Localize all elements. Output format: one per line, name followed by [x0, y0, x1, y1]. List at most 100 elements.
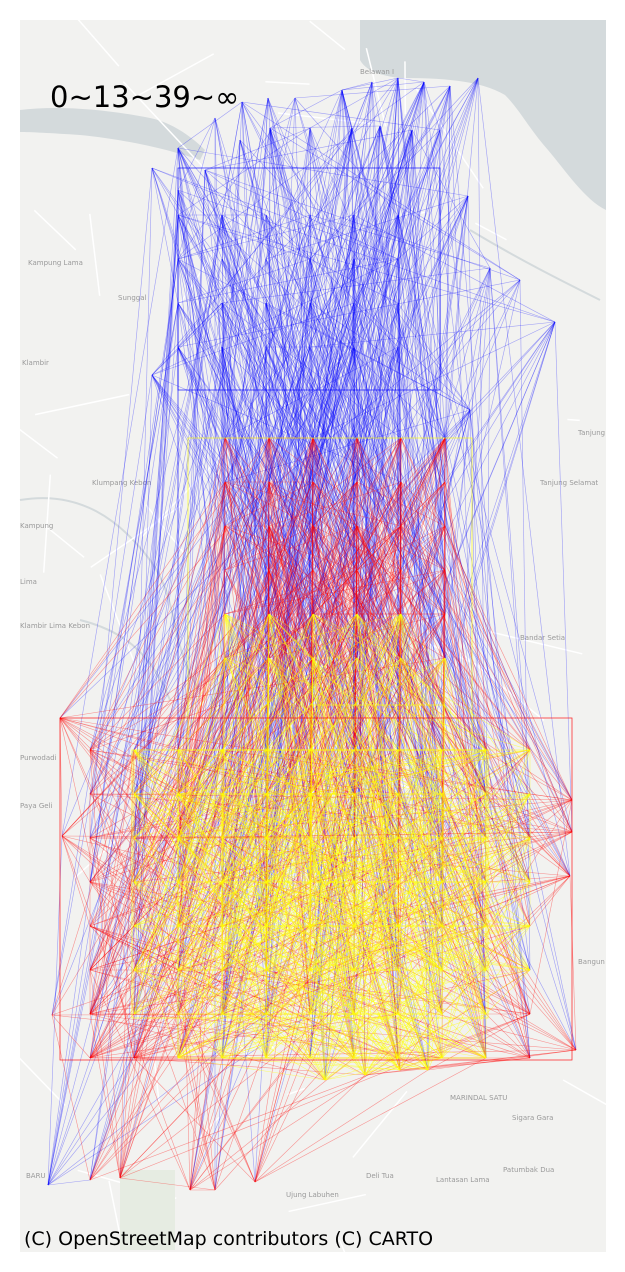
- flow-line: [151, 85, 451, 376]
- flow-line: [269, 127, 446, 659]
- flow-line: [224, 525, 314, 571]
- flow-line: [371, 81, 402, 527]
- flow-line: [353, 302, 399, 348]
- flow-line: [89, 258, 399, 795]
- flow-line: [397, 77, 446, 483]
- flow-line: [177, 925, 311, 971]
- flow-line: [312, 346, 355, 527]
- road-line: [474, 222, 507, 241]
- flow-line: [133, 657, 270, 795]
- flow-line: [151, 167, 270, 571]
- road-line: [460, 652, 545, 721]
- flow-line: [177, 189, 267, 751]
- flow-line: [269, 127, 358, 615]
- flow-line: [177, 169, 206, 795]
- flow-line: [133, 195, 469, 751]
- flow-line: [177, 346, 358, 659]
- flow-line: [353, 925, 531, 971]
- flow-line: [47, 258, 223, 1186]
- flow-line: [312, 195, 469, 527]
- flow-line: [309, 214, 446, 659]
- flow-line: [309, 258, 402, 659]
- flow-line: [265, 409, 471, 751]
- flow-line: [268, 525, 314, 659]
- flow-line: [309, 214, 491, 269]
- road-line: [42, 474, 52, 573]
- flow-line: [224, 569, 446, 615]
- flow-line: [221, 127, 353, 795]
- flow-line: [265, 302, 314, 527]
- flow-line: [397, 258, 487, 839]
- flow-line: [189, 214, 355, 1191]
- flow-line: [268, 481, 311, 839]
- flow-line: [133, 127, 271, 1015]
- flow-line: [312, 437, 443, 751]
- flow-line: [356, 525, 402, 615]
- flow-line: [89, 346, 311, 971]
- flow-line: [51, 1014, 91, 1181]
- flow-line: [309, 214, 399, 751]
- flow-line: [133, 189, 179, 1015]
- flow-line: [268, 127, 353, 483]
- flow-line: [221, 657, 446, 927]
- flow-line: [309, 321, 556, 348]
- flow-line: [177, 346, 402, 659]
- flow-lines-high: [47, 77, 577, 1191]
- flow-line: [312, 481, 573, 801]
- flow-line: [189, 969, 267, 1191]
- flow-line: [133, 613, 402, 839]
- flow-line: [177, 189, 556, 323]
- river-mouth: [20, 107, 205, 160]
- flow-line: [59, 279, 521, 719]
- flow-line: [427, 657, 446, 1071]
- flow-line: [312, 125, 381, 483]
- flow-line: [312, 321, 556, 439]
- flow-line: [221, 214, 314, 571]
- flow-line: [133, 969, 326, 1081]
- flow-line: [89, 657, 226, 839]
- road-line: [313, 566, 392, 613]
- flow-line: [241, 101, 521, 281]
- flow-line: [397, 346, 487, 795]
- flow-line: [400, 195, 469, 571]
- flow-line: [265, 1013, 399, 1059]
- flow-line: [204, 169, 399, 260]
- flow-line: [177, 147, 223, 883]
- flow-line: [411, 129, 491, 269]
- flow-line: [353, 81, 373, 260]
- flow-line: [89, 925, 135, 971]
- flow-line: [265, 302, 311, 839]
- flow-line: [268, 127, 271, 571]
- flow-line: [221, 97, 269, 1015]
- flow-line: [364, 793, 531, 1076]
- road-line: [122, 81, 212, 177]
- flow-line: [268, 525, 446, 615]
- flow-line: [224, 97, 269, 439]
- flow-line: [239, 139, 358, 527]
- flow-line: [309, 881, 326, 1081]
- flow-line: [353, 793, 531, 839]
- flow-line: [221, 837, 399, 883]
- flow-line: [241, 101, 441, 131]
- flow-line: [239, 139, 358, 571]
- flow-line: [356, 437, 487, 1059]
- flow-line: [221, 346, 314, 439]
- flow-line: [265, 214, 355, 751]
- flow-line: [265, 302, 399, 839]
- flow-line: [224, 437, 402, 571]
- flow-line: [89, 749, 135, 839]
- flow-line: [177, 481, 226, 751]
- flow-line: [133, 374, 153, 1015]
- flow-line: [224, 127, 271, 571]
- flow-line: [265, 267, 491, 839]
- flow-line: [221, 302, 402, 439]
- flow-line: [265, 97, 296, 839]
- flow-line: [379, 125, 402, 483]
- flow-line: [265, 214, 311, 927]
- flow-line: [309, 127, 399, 1059]
- flow-line: [61, 835, 91, 927]
- flow-line: [268, 81, 425, 483]
- flow-line: [177, 657, 226, 751]
- flow-line: [51, 749, 135, 1016]
- flow-line: [133, 346, 311, 1015]
